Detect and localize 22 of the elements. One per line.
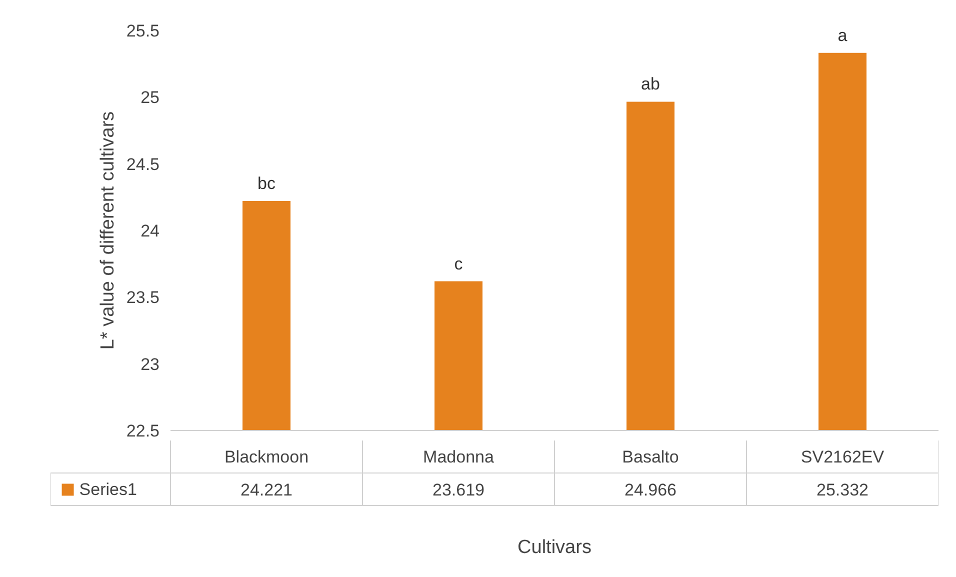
data-label: 24.221	[240, 480, 292, 500]
y-tick-label: 25	[140, 88, 160, 108]
data-label: 24.966	[624, 480, 676, 500]
data-label: 23.619	[432, 480, 484, 500]
x-tick-label: Madonna	[423, 448, 494, 467]
x-tick-label: SV2162EV	[800, 448, 885, 467]
y-tick-label: 23.5	[126, 288, 160, 308]
annotation: ab	[641, 74, 660, 94]
y-tick-label: 24	[140, 222, 160, 240]
y-tick-label: 23	[140, 354, 160, 374]
y-tick-label: 22.5	[126, 422, 160, 440]
annotation: a	[838, 26, 848, 45]
annotation: c	[454, 254, 464, 274]
legend-label: Series1	[79, 480, 137, 500]
y-tick-label: 24.5	[126, 154, 160, 174]
y-tick-label: 25.5	[126, 22, 160, 40]
y-axis-title: L* value of different cultivars	[97, 111, 118, 350]
x-axis-title: Cultivars	[518, 536, 592, 558]
data-label: 25.332	[816, 480, 868, 500]
x-tick-label: Basalto	[622, 448, 679, 467]
x-tick-label: Blackmoon	[224, 448, 309, 467]
annotation: bc	[258, 174, 276, 194]
